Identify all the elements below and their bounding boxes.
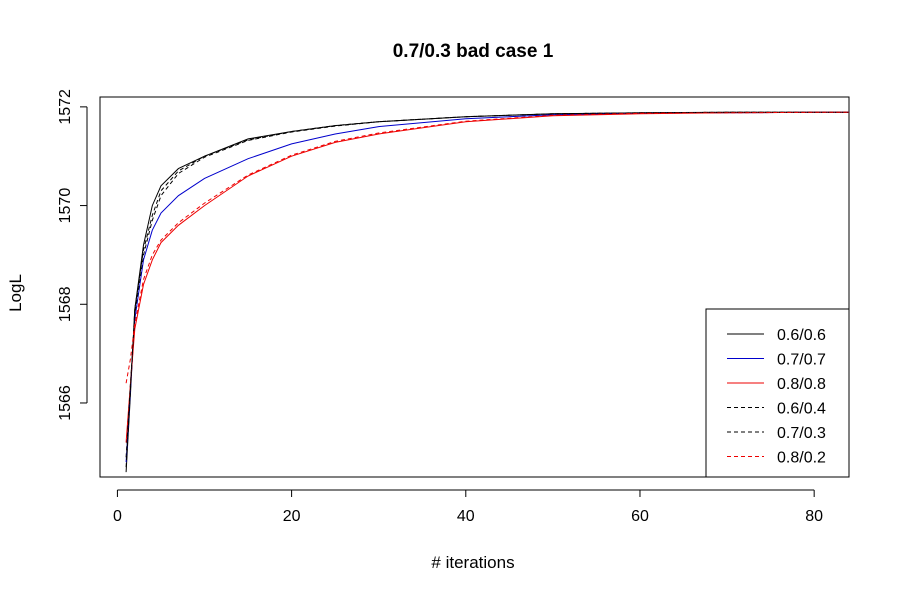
legend-label: 0.8/0.8 (777, 376, 826, 393)
legend: 0.6/0.6 0.7/0.7 0.8/0.8 0.6/0.4 0.7/0.3 0.8/0… (705, 308, 850, 478)
y-tick-label: 1570 (57, 188, 74, 224)
x-tick-label: 80 (805, 508, 823, 525)
y-axis: 1566 1568 1570 1572 (57, 89, 88, 421)
x-tick-label: 0 (113, 508, 122, 525)
plot-frame (99, 96, 850, 478)
x-tick-label: 20 (283, 508, 301, 525)
legend-label: 0.6/0.4 (777, 401, 826, 418)
x-axis-label: # iterations (431, 553, 514, 572)
y-axis-label: LogL (6, 274, 25, 312)
x-tick-label: 60 (631, 508, 649, 525)
y-tick-label: 1566 (57, 385, 74, 421)
legend-label: 0.8/0.2 (777, 450, 826, 467)
series-line-0.8-0.2 (125, 111, 849, 384)
x-axis: 0 20 40 60 80 (113, 489, 823, 525)
y-tick-label: 1568 (57, 286, 74, 322)
y-tick-label: 1572 (57, 89, 74, 125)
chart-title: 0.7/0.3 bad case 1 (393, 41, 554, 62)
legend-label: 0.7/0.3 (777, 425, 826, 442)
legend-label: 0.6/0.6 (777, 327, 826, 344)
legend-label: 0.7/0.7 (777, 352, 826, 369)
legend-box (705, 308, 850, 478)
x-tick-label: 40 (457, 508, 475, 525)
series-layer (125, 111, 849, 473)
